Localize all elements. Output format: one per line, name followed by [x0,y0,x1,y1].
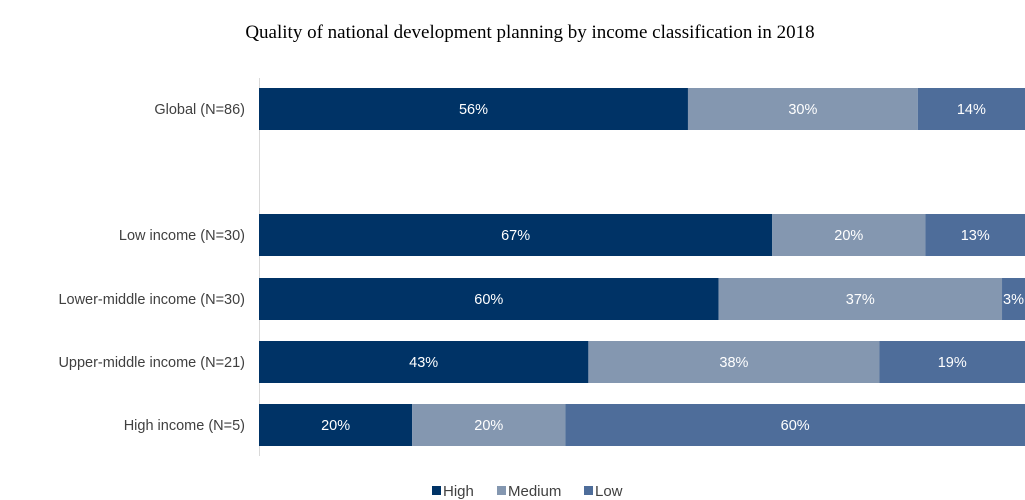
bar-segment-medium [588,341,880,383]
bar-segment-medium [412,404,566,446]
data-label: 60% [781,418,810,434]
data-label: 56% [459,102,488,118]
data-label: 3% [1003,292,1024,308]
bar-segment-low [879,341,1025,383]
category-label: Global (N=86) [154,102,245,118]
legend-swatch-medium [497,486,506,495]
legend-swatch-low [584,486,593,495]
data-label: 20% [321,418,350,434]
data-label: 19% [938,355,967,371]
data-label: 60% [474,292,503,308]
data-label: 20% [474,418,503,434]
bar-segment-high [259,341,589,383]
data-label: 67% [501,228,530,244]
bar-segment-high [259,404,413,446]
category-label: High income (N=5) [124,418,245,434]
bar-segment-low [1002,278,1025,320]
bar-segment-medium [718,278,1003,320]
data-label: 37% [846,292,875,308]
category-label: Low income (N=30) [119,228,245,244]
bars-layer: 56% 30% 14% 67% 20% 13% 60% 37% 3% 43% 38% 19% 20% 20… [259,88,1025,446]
category-labels: Global (N=86) Low income (N=30) Lower-midd… [58,102,245,434]
chart-title: Quality of national development planning… [245,22,814,43]
data-label: 20% [834,228,863,244]
bar-segment-medium [772,214,926,256]
category-label: Upper-middle income (N=21) [58,355,245,371]
bar-segment-medium [687,88,918,130]
legend-label-medium: Medium [508,483,561,500]
data-label: 14% [957,102,986,118]
bar-segment-low [917,88,1025,130]
legend: High Medium Low [432,483,623,500]
bar-segment-high [259,88,688,130]
legend-label-high: High [443,483,474,500]
data-label: 43% [409,355,438,371]
legend-swatch-high [432,486,441,495]
bar-segment-low [925,214,1025,256]
data-label: 30% [788,102,817,118]
bar-segment-high [259,214,773,256]
data-label: 13% [961,228,990,244]
bar-segment-low [565,404,1025,446]
data-label: 38% [719,355,748,371]
category-label: Lower-middle income (N=30) [58,292,245,308]
legend-label-low: Low [595,483,623,500]
bar-segment-high [259,278,719,320]
